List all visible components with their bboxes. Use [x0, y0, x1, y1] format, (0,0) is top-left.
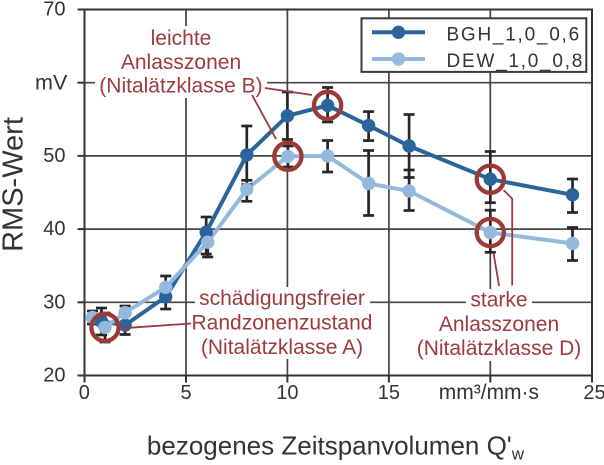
- svg-text:Anlasszonen: Anlasszonen: [439, 313, 559, 336]
- svg-text:mm³/mm·s: mm³/mm·s: [439, 381, 539, 404]
- svg-text:10: 10: [276, 382, 298, 404]
- svg-text:50: 50: [43, 145, 65, 167]
- svg-text:70: 70: [43, 0, 65, 21]
- svg-text:RMS-Wert: RMS-Wert: [0, 117, 30, 252]
- svg-text:15: 15: [378, 382, 400, 404]
- svg-text:bezogenes Zeitspanvolumen Q'w: bezogenes Zeitspanvolumen Q'w: [147, 431, 525, 464]
- svg-text:40: 40: [43, 218, 65, 240]
- svg-text:Anlasszonen: Anlasszonen: [121, 51, 241, 74]
- svg-text:5: 5: [180, 382, 191, 404]
- svg-text:BGH_1,0_0,6: BGH_1,0_0,6: [447, 24, 581, 45]
- svg-text:mV: mV: [35, 70, 68, 94]
- svg-text:25: 25: [583, 382, 604, 404]
- svg-text:DEW_1,0_0,8: DEW_1,0_0,8: [447, 51, 585, 72]
- svg-text:(Nitalätzklasse D): (Nitalätzklasse D): [417, 337, 582, 360]
- svg-text:starke: starke: [470, 289, 527, 312]
- svg-text:schädigungsfreier: schädigungsfreier: [199, 287, 365, 310]
- svg-text:20: 20: [43, 365, 65, 387]
- svg-text:leichte: leichte: [151, 27, 212, 50]
- svg-text:(Nitalätzklasse A): (Nitalätzklasse A): [201, 336, 363, 359]
- svg-text:0: 0: [79, 382, 90, 404]
- svg-text:(Nitalätzklasse B): (Nitalätzklasse B): [99, 75, 262, 98]
- svg-text:Randzonenzustand: Randzonenzustand: [192, 312, 373, 335]
- svg-text:30: 30: [43, 291, 65, 313]
